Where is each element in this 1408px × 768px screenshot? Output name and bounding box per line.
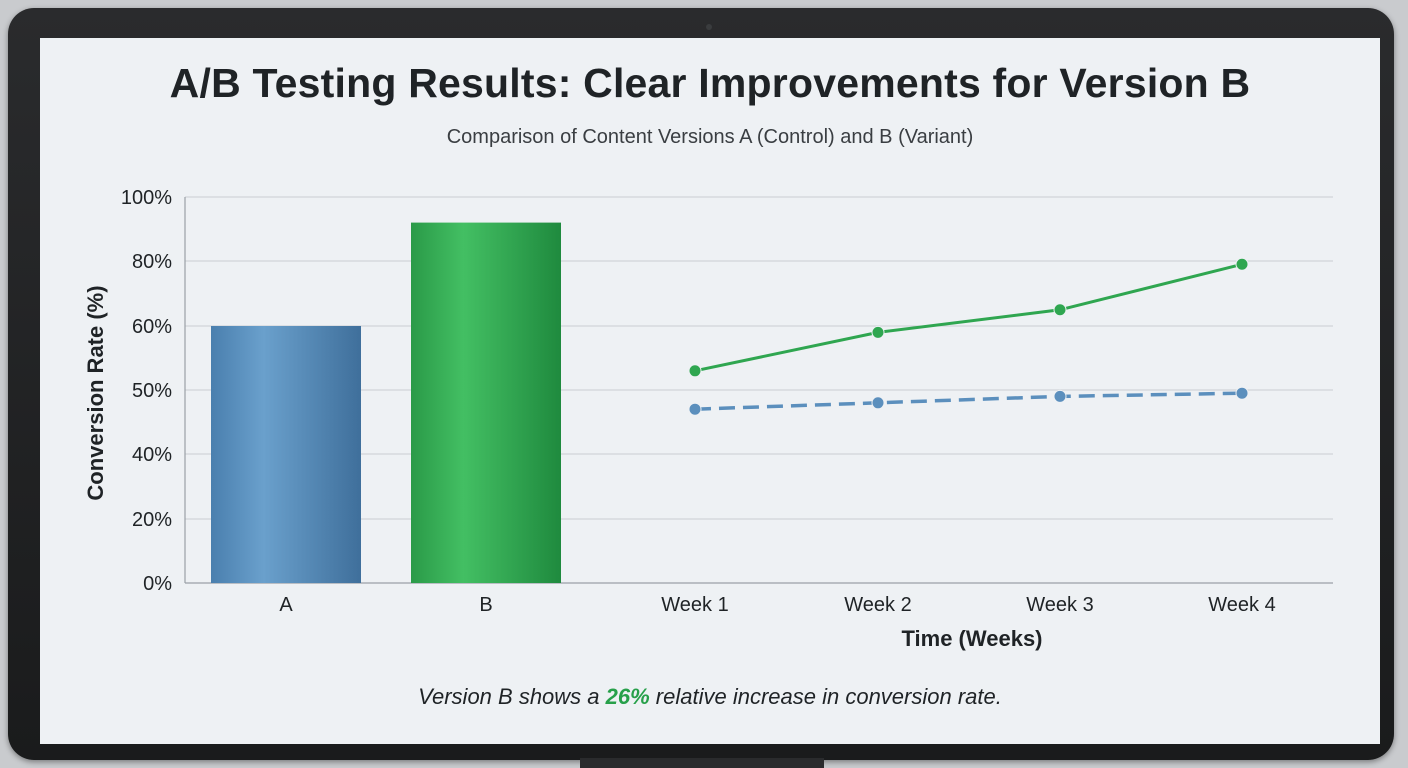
y-tick-label: 0% [143, 573, 172, 595]
y-tick-label: 60% [132, 316, 172, 338]
series-point-a [871, 396, 885, 410]
y-tick-label: 20% [132, 509, 172, 531]
series-point-a [1053, 389, 1067, 403]
x-tick-label-week: Week 2 [844, 594, 911, 616]
x-tick-label-week: Week 1 [661, 594, 728, 616]
monitor-frame: A/B Testing Results: Clear Improvements … [8, 8, 1394, 760]
series-point-b [688, 364, 702, 378]
bar-b [411, 222, 561, 583]
y-tick-label: 100% [121, 187, 172, 209]
summary-note-suffix: relative increase in conversion rate. [649, 684, 1002, 709]
summary-note-prefix: Version B shows a [418, 684, 606, 709]
y-axis-title: Conversion Rate (%) [83, 285, 108, 500]
camera-icon [706, 24, 712, 30]
y-tick-label: 80% [132, 251, 172, 273]
series-point-b [1235, 257, 1249, 271]
x-tick-label-week: Week 3 [1026, 594, 1093, 616]
y-tick-label: 50% [132, 380, 172, 402]
x-tick-label-b: B [479, 594, 492, 616]
chart-title: A/B Testing Results: Clear Improvements … [169, 60, 1251, 106]
x-tick-label-week: Week 4 [1208, 594, 1275, 616]
summary-note: Version B shows a 26% relative increase … [40, 684, 1380, 710]
labels-layer: 0% 20% 40% 50% 60% 80% 100% A B Week 1 Week 2 Week … [121, 187, 1276, 616]
bars-layer [211, 222, 561, 583]
monitor-stand [580, 758, 824, 768]
series-point-b [1053, 303, 1067, 317]
series-point-a [688, 402, 702, 416]
screen: A/B Testing Results: Clear Improvements … [40, 38, 1380, 744]
chart: 0% 20% 40% 50% 60% 80% 100% A B Week 1 Week 2 Week … [83, 187, 1333, 651]
y-tick-label: 40% [132, 444, 172, 466]
bar-a [211, 326, 361, 583]
x-tick-label-a: A [279, 594, 293, 616]
series-point-a [1235, 386, 1249, 400]
series-line-b [694, 262, 1243, 373]
summary-note-highlight: 26% [605, 684, 650, 709]
lines-layer [688, 257, 1249, 416]
chart-subtitle: Comparison of Content Versions A (Contro… [446, 126, 974, 148]
series-line-a [694, 391, 1243, 411]
x-axis-title: Time (Weeks) [901, 626, 1042, 651]
series-point-b [871, 325, 885, 339]
grid-layer [184, 196, 1333, 584]
